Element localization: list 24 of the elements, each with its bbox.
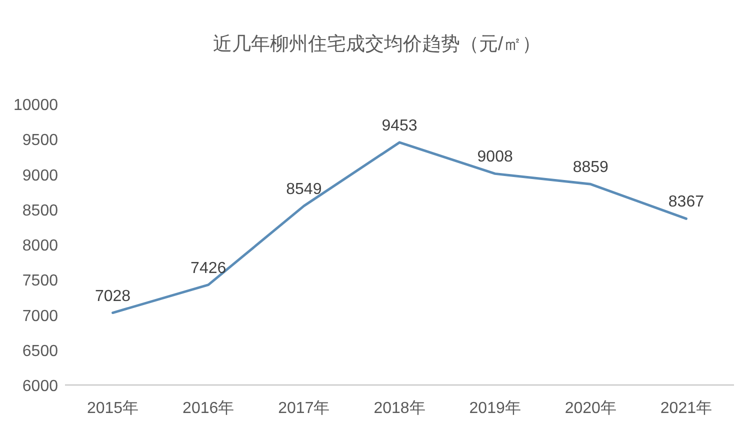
x-tick-label: 2017年 — [278, 400, 330, 417]
x-tick-label: 2020年 — [564, 400, 616, 417]
data-label: 8859 — [572, 159, 609, 176]
y-tick-label: 7000 — [22, 308, 58, 325]
x-tick-label: 2016年 — [182, 400, 234, 417]
data-label: 8549 — [286, 180, 322, 198]
y-tick-label: 6500 — [22, 342, 58, 360]
y-tick-label: 9000 — [22, 167, 58, 184]
data-label: 9453 — [382, 117, 418, 134]
y-tick-label: 8500 — [22, 202, 58, 220]
y-tick-label: 6000 — [22, 378, 58, 395]
y-tick-label: 10000 — [14, 97, 58, 114]
chart-title: 近几年柳州住宅成交均价趋势（元/㎡） — [212, 33, 542, 55]
data-label: 9008 — [477, 148, 513, 166]
x-tick-label: 2018年 — [374, 400, 426, 417]
x-tick-label: 2021年 — [660, 400, 712, 417]
data-label: 7426 — [190, 260, 226, 277]
data-label: 7028 — [94, 288, 131, 305]
x-tick-label: 2015年 — [86, 400, 139, 417]
y-tick-label: 8000 — [22, 238, 58, 254]
data-label: 8367 — [668, 194, 704, 211]
y-tick-label: 9500 — [22, 132, 58, 150]
y-tick-label: 7500 — [22, 272, 58, 290]
x-tick-label: 2019年 — [469, 400, 521, 417]
